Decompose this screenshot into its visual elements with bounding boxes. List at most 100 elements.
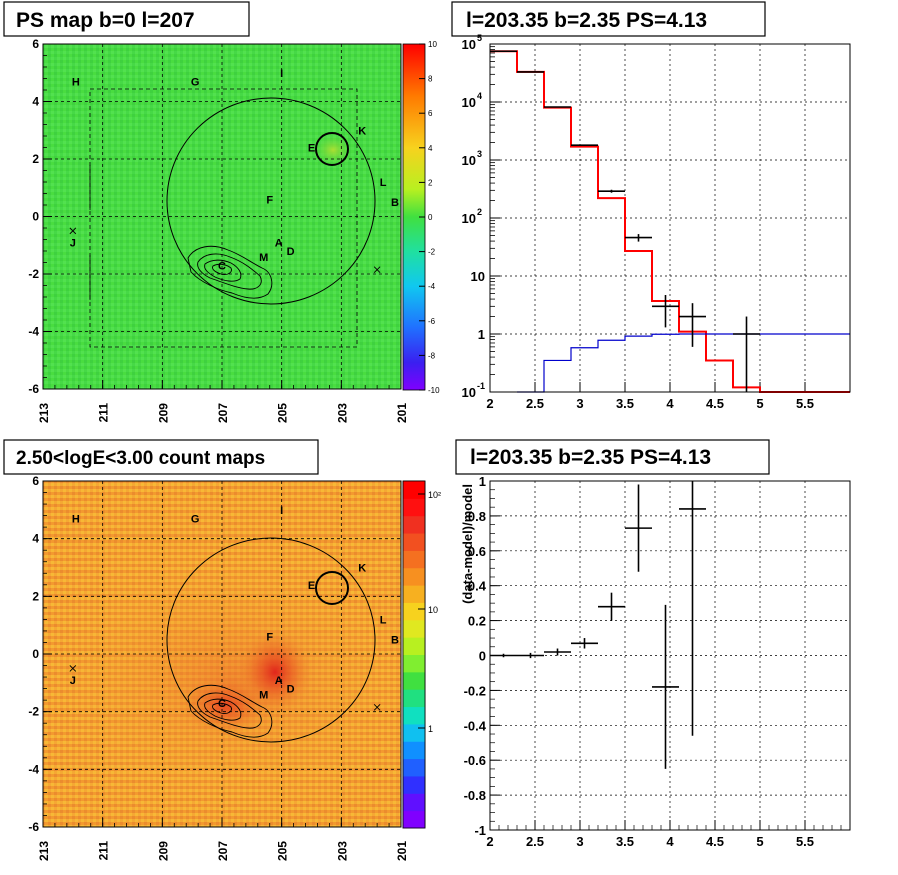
x-tick-label: 207	[216, 841, 230, 861]
y-tick-label: 1	[479, 474, 486, 489]
colorbar-cell	[403, 585, 425, 603]
y-tick-label: 6	[32, 37, 39, 51]
colorbar-tick-label: -2	[428, 248, 436, 257]
colorbar-cell	[403, 706, 425, 725]
x-tick-label: 3.5	[616, 396, 634, 411]
x-tick-label: 211	[97, 841, 111, 861]
y-tick-label: 1	[478, 327, 485, 342]
x-tick-label: 209	[156, 841, 170, 861]
source-label-l: L	[380, 177, 387, 189]
source-label-b: B	[391, 635, 399, 647]
source-label-a: A	[275, 675, 283, 687]
y-tick-label: 0.6	[468, 544, 486, 559]
x-tick-label: 4	[666, 396, 674, 411]
colorbar-tick-label: -4	[428, 282, 436, 291]
source-label-h: H	[72, 76, 80, 88]
x-tick-label: 3	[576, 396, 583, 411]
background-step-line	[517, 333, 850, 393]
y-tick-label: 0.4	[468, 579, 487, 594]
y-tick-label: 0	[32, 647, 39, 661]
y-tick-exponent: 5	[477, 33, 482, 43]
ps-map-title-box	[3, 1, 250, 37]
contours	[187, 245, 273, 299]
source-label-b: B	[391, 197, 399, 209]
y-tick-label: 10	[462, 385, 476, 400]
spectrum-panel: l=203.35 b=2.35 PS=4.13 2 2.5 3 3.5 4 4.5 5 5.5…	[451, 1, 851, 411]
y-tick-label: -4	[28, 325, 39, 339]
source-label-e: E	[308, 143, 315, 155]
colorbar-cell	[403, 515, 425, 534]
y-tick-label: 0	[479, 649, 486, 664]
colorbar-tick-label: 6	[428, 109, 433, 118]
colorbar-cell	[403, 481, 425, 499]
plot-frame	[489, 480, 851, 831]
colorbar-cell	[403, 671, 425, 690]
y-tick-label: -2	[28, 705, 39, 719]
source-label-l: L	[380, 614, 387, 626]
x-tick-label: 205	[276, 841, 290, 861]
colorbar-cell	[403, 602, 425, 621]
colorbar-cell	[403, 689, 425, 708]
colorbar-cell	[403, 567, 425, 586]
x-tick-label: 201	[395, 841, 409, 861]
y-axis-label: (data-model)/model	[460, 484, 475, 604]
x-tick-label: 203	[335, 403, 349, 423]
spectrum-title: l=203.35 b=2.35 PS=4.13	[466, 9, 707, 32]
x-tick-label: 213	[37, 403, 51, 423]
y-tick-label: -0.6	[464, 753, 486, 768]
x-tick-label: 2.5	[526, 396, 544, 411]
residual-panel: l=203.35 b=2.35 PS=4.13 2 2.5 3 3.5 4 4.5 5 5.5…	[455, 439, 851, 849]
y-tick-label: -4	[28, 762, 39, 776]
contours	[187, 684, 273, 738]
colorbar-tick-label: 10	[428, 605, 438, 615]
colorbar-cell	[403, 637, 425, 655]
source-label-i: I	[280, 505, 283, 517]
y-tick-label: 0.2	[468, 614, 486, 629]
spectrum-title-box	[451, 1, 766, 37]
source-label-e: E	[308, 580, 315, 592]
model-step-line	[490, 50, 850, 393]
colorbar-cell	[403, 775, 425, 794]
y-tick-label: 4	[32, 95, 39, 109]
y-tick-label: -6	[28, 382, 39, 396]
J-cross-marker	[69, 227, 77, 235]
colorbar-tick-label: -8	[428, 351, 436, 360]
y-tick-label: 0	[32, 210, 39, 224]
x-tick-label: 205	[276, 403, 290, 423]
y-tick-label: 2	[32, 589, 39, 603]
residual-title: l=203.35 b=2.35 PS=4.13	[470, 446, 711, 469]
colorbar-cell	[403, 793, 425, 812]
y-tick-label: 0.8	[468, 509, 486, 524]
source-label-g: G	[191, 76, 200, 88]
source-label-j: J	[70, 237, 76, 249]
x-tick-label: 207	[216, 403, 230, 423]
x-tick-label: 3	[576, 834, 583, 849]
y-tick-exponent: -1	[477, 381, 485, 391]
x-tick-label: 209	[156, 403, 170, 423]
count-map-title: 2.50<logE<3.00 count maps	[16, 448, 265, 469]
colorbar-cell	[403, 810, 425, 829]
source-circle-e	[315, 571, 349, 605]
source-label-g: G	[191, 513, 200, 525]
colorbar-cell	[403, 654, 425, 673]
colorbar-cell	[403, 619, 425, 638]
ps-map-axes: 213 211 209 207 205 203 201 6 4 2 0 -2 -4 -6	[28, 37, 409, 423]
colorbar-cell	[403, 758, 425, 777]
roi-circle	[166, 97, 376, 305]
x-tick-label: 4.5	[706, 834, 724, 849]
y-tick-label: 10	[471, 269, 485, 284]
x-tick-label: 4.5	[706, 396, 724, 411]
colorbar-tick-label: 1	[428, 724, 433, 734]
colorbar-cell	[403, 533, 425, 551]
y-tick-label: 10	[462, 37, 476, 52]
y-tick-exponent: 4	[477, 91, 482, 101]
x-tick-label: 5.5	[796, 834, 814, 849]
x-tick-label: 2.5	[526, 834, 544, 849]
x-tick-label: 2	[486, 396, 493, 411]
colorbar-cell	[403, 550, 425, 569]
y-tick-label: -0.2	[464, 683, 486, 698]
ps-map-panel: PS map b=0 l=207 H G I K E LB F J AD M C 10 8 6 4 2 0 -2…	[3, 1, 440, 423]
